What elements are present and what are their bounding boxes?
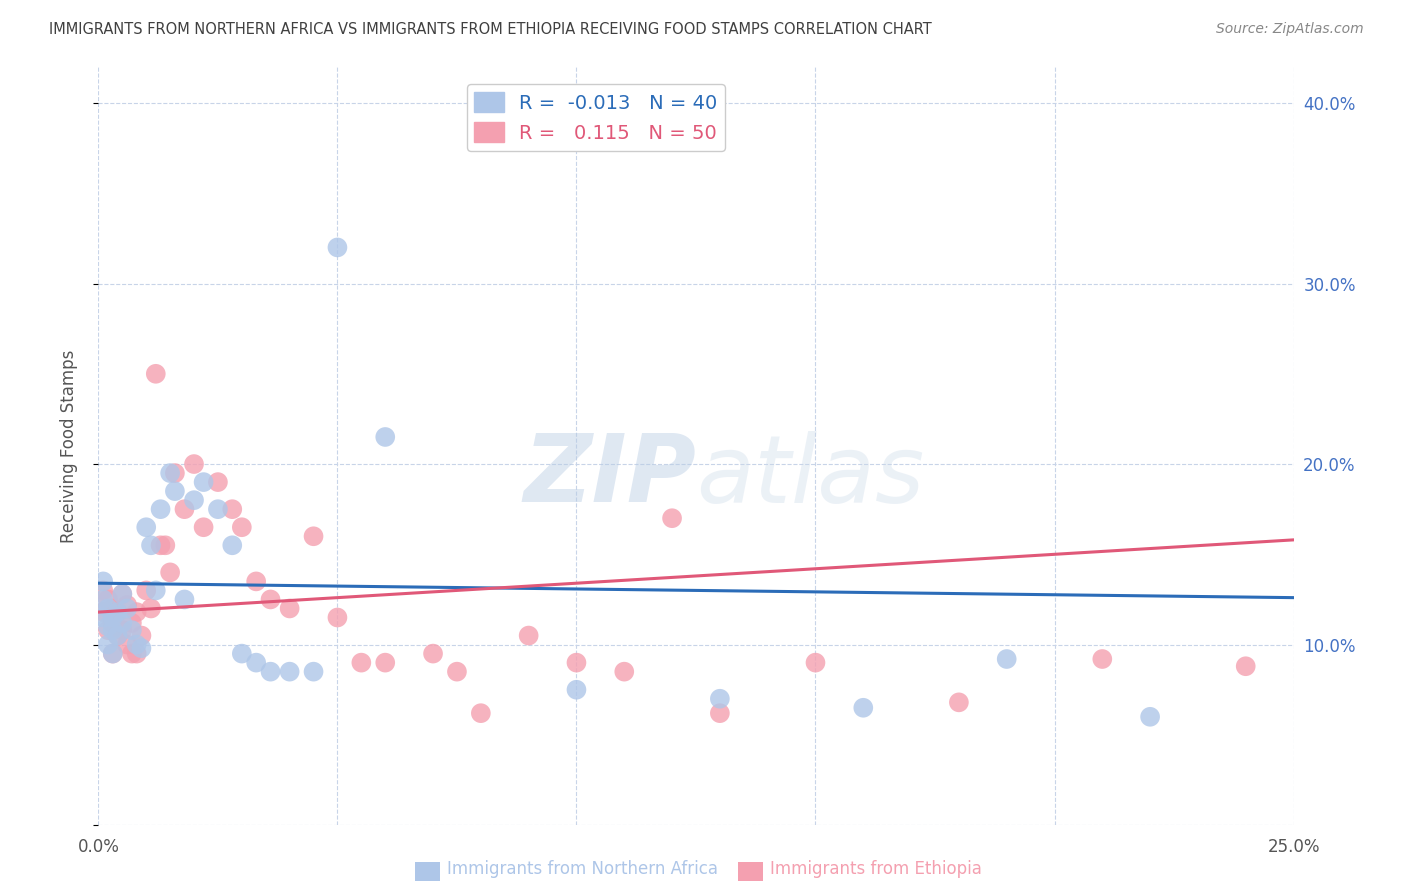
Point bbox=[613, 665, 636, 679]
Point bbox=[709, 706, 731, 721]
Point bbox=[149, 538, 172, 552]
Point bbox=[111, 587, 134, 601]
Text: ZIP: ZIP bbox=[523, 430, 696, 523]
Point bbox=[163, 484, 186, 499]
Point bbox=[326, 240, 349, 254]
Point bbox=[173, 502, 195, 516]
Point bbox=[111, 615, 134, 630]
Point bbox=[107, 628, 129, 642]
Point bbox=[193, 475, 215, 489]
Point bbox=[565, 682, 588, 697]
Point bbox=[145, 583, 167, 598]
Point bbox=[111, 623, 134, 637]
Point bbox=[350, 656, 373, 670]
Point bbox=[91, 583, 114, 598]
Point bbox=[259, 592, 281, 607]
Point bbox=[115, 601, 138, 615]
Point bbox=[101, 610, 124, 624]
Point bbox=[125, 605, 148, 619]
Text: IMMIGRANTS FROM NORTHERN AFRICA VS IMMIGRANTS FROM ETHIOPIA RECEIVING FOOD STAMP: IMMIGRANTS FROM NORTHERN AFRICA VS IMMIG… bbox=[49, 22, 932, 37]
Point bbox=[278, 601, 301, 615]
Point bbox=[159, 466, 181, 480]
Point bbox=[107, 605, 129, 619]
Point bbox=[565, 656, 588, 670]
Point bbox=[125, 647, 148, 661]
Point bbox=[111, 587, 134, 601]
Point bbox=[245, 656, 267, 670]
Point bbox=[155, 538, 177, 552]
Text: atlas: atlas bbox=[696, 431, 924, 522]
Point bbox=[159, 566, 181, 580]
Point bbox=[121, 647, 143, 661]
Point bbox=[245, 574, 267, 589]
Point bbox=[121, 615, 143, 630]
Point bbox=[374, 430, 396, 444]
Point bbox=[101, 615, 124, 630]
Point bbox=[145, 367, 167, 381]
Point bbox=[97, 623, 120, 637]
Point bbox=[107, 628, 129, 642]
Point bbox=[183, 493, 205, 508]
Point bbox=[97, 638, 120, 652]
Point bbox=[91, 605, 114, 619]
Point bbox=[149, 502, 172, 516]
Point bbox=[1091, 652, 1114, 666]
Point bbox=[374, 656, 396, 670]
Point bbox=[259, 665, 281, 679]
Point bbox=[173, 592, 195, 607]
Point bbox=[139, 601, 162, 615]
Point bbox=[101, 647, 124, 661]
Point bbox=[207, 502, 229, 516]
Point bbox=[1139, 710, 1161, 724]
Point bbox=[107, 605, 129, 619]
Point bbox=[470, 706, 492, 721]
Point bbox=[661, 511, 683, 525]
Point bbox=[139, 538, 162, 552]
Legend: R =  -0.013   N = 40, R =   0.115   N = 50: R = -0.013 N = 40, R = 0.115 N = 50 bbox=[467, 84, 725, 151]
Point bbox=[221, 538, 243, 552]
Point bbox=[91, 574, 114, 589]
Point bbox=[131, 628, 153, 642]
Point bbox=[1234, 659, 1257, 673]
Point bbox=[97, 592, 120, 607]
Point bbox=[121, 623, 143, 637]
Point bbox=[221, 502, 243, 516]
Point bbox=[422, 647, 444, 661]
Point bbox=[995, 652, 1018, 666]
Point bbox=[446, 665, 468, 679]
Y-axis label: Receiving Food Stamps: Receiving Food Stamps bbox=[59, 350, 77, 542]
Point bbox=[326, 610, 349, 624]
Point bbox=[207, 475, 229, 489]
Point bbox=[101, 647, 124, 661]
Point bbox=[91, 610, 114, 624]
Point bbox=[517, 628, 540, 642]
Text: Immigrants from Northern Africa: Immigrants from Northern Africa bbox=[447, 860, 718, 878]
Point bbox=[278, 665, 301, 679]
Point bbox=[804, 656, 827, 670]
Point bbox=[135, 583, 157, 598]
Text: Immigrants from Ethiopia: Immigrants from Ethiopia bbox=[770, 860, 983, 878]
Point bbox=[302, 529, 325, 543]
Point bbox=[135, 520, 157, 534]
Point bbox=[231, 520, 253, 534]
Point bbox=[101, 601, 124, 615]
Point bbox=[125, 638, 148, 652]
Point bbox=[97, 619, 120, 633]
Point bbox=[97, 601, 120, 615]
Point bbox=[115, 598, 138, 612]
Point bbox=[163, 466, 186, 480]
Point bbox=[91, 592, 114, 607]
Point bbox=[115, 638, 138, 652]
Point bbox=[852, 700, 875, 714]
Point bbox=[948, 695, 970, 709]
Text: Source: ZipAtlas.com: Source: ZipAtlas.com bbox=[1216, 22, 1364, 37]
Point bbox=[131, 641, 153, 656]
Point bbox=[302, 665, 325, 679]
Point bbox=[709, 691, 731, 706]
Point bbox=[101, 623, 124, 637]
Point bbox=[231, 647, 253, 661]
Point bbox=[193, 520, 215, 534]
Point bbox=[183, 457, 205, 471]
